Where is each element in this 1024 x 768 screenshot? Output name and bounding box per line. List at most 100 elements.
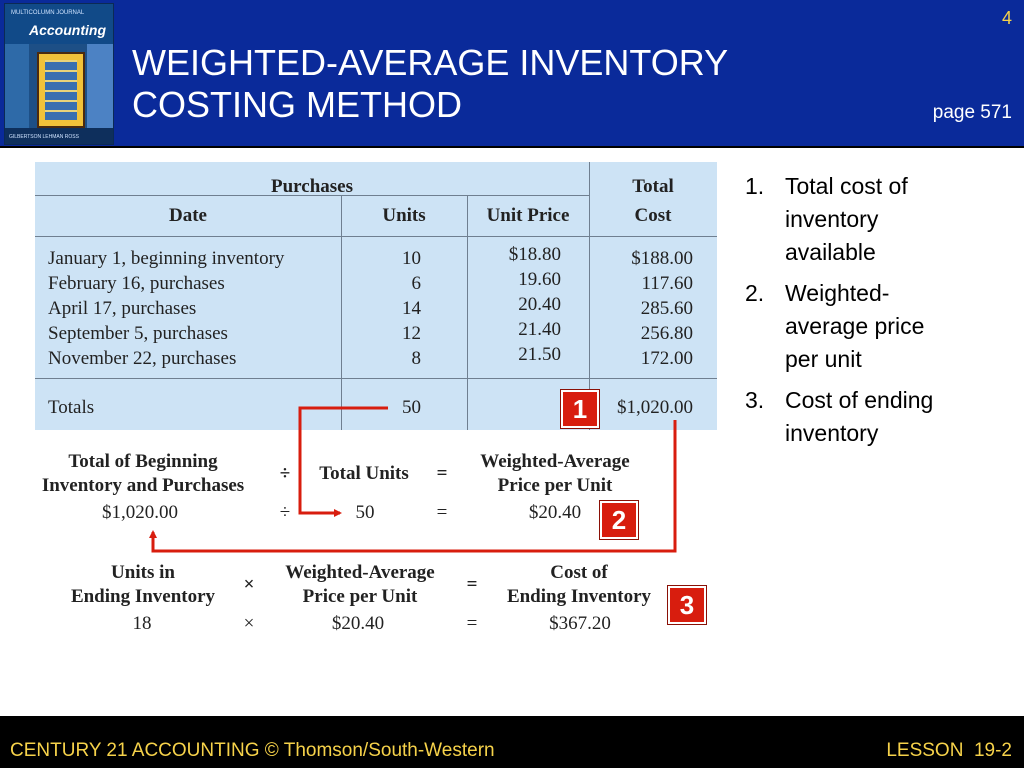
table-cell-units: 6 (411, 273, 422, 294)
unit-price-column: $18.80 19.60 20.40 21.40 21.50 (467, 242, 561, 367)
date-column-header: Date (169, 205, 207, 226)
table-rule (35, 378, 717, 379)
list-item-text-line: Weighted- (785, 280, 890, 306)
total-cost-column: $188.00 117.60 285.60 256.80 172.00 (589, 246, 693, 371)
list-item-text-line: average price (785, 313, 925, 339)
page-reference: page 571 (932, 102, 1012, 123)
table-cell-units: 12 (402, 323, 421, 344)
table-cell-price: 21.40 (518, 319, 561, 340)
formula2-value-result: $367.20 (549, 613, 611, 634)
formula2-equals-sign: = (466, 574, 478, 595)
formula2-term1-line2: Ending Inventory (70, 586, 216, 607)
footer-copyright: CENTURY 21 ACCOUNTING © Thomson/South-We… (10, 740, 495, 761)
table-cell-total: 172.00 (640, 348, 693, 369)
list-item: 3. Cost of ending inventory (745, 384, 1005, 450)
callout-2-badge: 2 (600, 501, 638, 539)
footer-lesson: LESSON 19-2 (886, 740, 1012, 761)
list-item-text-line: Cost of ending (785, 387, 934, 413)
cover-brand-text: Accounting (29, 22, 106, 38)
formula1-value-result: $20.40 (528, 502, 582, 523)
cover-top-band (5, 4, 113, 44)
table-cell-date: September 5, purchases (48, 323, 228, 344)
formula1-term1-line1: Total of Beginning (68, 451, 218, 472)
table-rule (341, 195, 342, 430)
formula1-equals-sign: = (436, 463, 448, 484)
list-item-text-line: inventory (785, 420, 879, 446)
formula2-term1: Units in Ending Inventory (55, 561, 231, 609)
list-item-number: 2. (745, 280, 765, 306)
list-item-number: 3. (745, 387, 765, 413)
units-column: 10 6 14 12 8 (341, 246, 421, 371)
cover-series-text: MULTICOLUMN JOURNAL (11, 10, 85, 16)
table-cell-price: 19.60 (518, 269, 561, 290)
table-cell-date: April 17, purchases (48, 298, 197, 319)
list-item-text-line: inventory (785, 206, 879, 232)
list-item: 1. Total cost of inventory available (745, 170, 1005, 269)
list-item-number: 1. (745, 173, 765, 199)
textbook-cover-image: MULTICOLUMN JOURNAL Accounting GILBERTSO… (4, 3, 114, 145)
formula1-term2: Total Units (319, 463, 409, 484)
formula1-result-line2: Price per Unit (497, 475, 613, 496)
table-rule (589, 162, 590, 430)
slide-title-line2: COSTING METHOD (132, 84, 462, 125)
slide-title-line1: WEIGHTED-AVERAGE INVENTORY (132, 42, 729, 83)
cover-authors-text: GILBERTSON LEHMAN ROSS (9, 134, 79, 140)
formula1-value-divide-sign: ÷ (279, 502, 291, 523)
list-item-text-line: Total cost of (785, 173, 908, 199)
slide-number: 4 (1001, 8, 1012, 28)
formula2-multiply-sign: × (243, 574, 255, 595)
callout-1-badge: 1 (561, 390, 599, 428)
formula1-value2: 50 (355, 502, 375, 523)
table-cell-date: February 16, purchases (48, 273, 225, 294)
formula2-term1-line1: Units in (111, 562, 175, 583)
table-cell-price: 20.40 (518, 294, 561, 315)
formula1-result: Weighted-Average Price per Unit (465, 450, 645, 498)
cover-left-panel (5, 44, 29, 144)
cover-door-illustration (37, 52, 85, 128)
cover-door-pattern (45, 60, 77, 120)
table-cell-price: 21.50 (518, 344, 561, 365)
table-cell-price: $18.80 (508, 244, 561, 265)
slide-header: MULTICOLUMN JOURNAL Accounting GILBERTSO… (0, 0, 1024, 148)
list-item-text-line: available (785, 239, 876, 265)
steps-list: 1. Total cost of inventory available 2. … (745, 170, 1005, 458)
table-cell-units: 8 (411, 348, 422, 369)
formula2-term2: Weighted-Average Price per Unit (272, 561, 448, 609)
table-cell-units: 10 (402, 248, 421, 269)
slide-title: WEIGHTED-AVERAGE INVENTORY COSTING METHO… (132, 42, 728, 126)
unit-price-column-header: Unit Price (486, 205, 570, 226)
formula1-value1: $1,020.00 (102, 502, 178, 523)
list-item-text-line: per unit (785, 346, 862, 372)
total-cost-header-line1: Total (632, 176, 674, 197)
total-cost-header-line2: Cost (634, 205, 672, 226)
slide-footer: CENTURY 21 ACCOUNTING © Thomson/South-We… (0, 716, 1024, 768)
table-cell-total: $188.00 (631, 248, 693, 269)
formula1-value-equals-sign: = (436, 502, 448, 523)
totals-units: 50 (402, 397, 421, 418)
formula2-term2-line1: Weighted-Average (285, 562, 435, 583)
cover-bottom-band (5, 128, 113, 144)
formula2-value2: $20.40 (331, 613, 385, 634)
table-cell-total: 285.60 (640, 298, 693, 319)
formula2-result-line1: Cost of (550, 562, 608, 583)
formula1-term1-line2: Inventory and Purchases (41, 475, 245, 496)
table-rule (35, 195, 589, 196)
formula2-term2-line2: Price per Unit (302, 586, 418, 607)
purchases-header: Purchases (271, 176, 353, 197)
formula2-value1: 18 (132, 613, 152, 634)
table-cell-date: January 1, beginning inventory (48, 248, 285, 269)
totals-label: Totals (48, 397, 95, 418)
table-rule (467, 195, 468, 430)
table-rule (35, 236, 717, 237)
cover-right-panel (87, 44, 113, 144)
formula2-value-equals-sign: = (466, 613, 478, 634)
table-cell-total: 117.60 (641, 273, 693, 294)
list-item: 2. Weighted- average price per unit (745, 277, 1005, 376)
table-cell-units: 14 (402, 298, 421, 319)
formula2-value-multiply-sign: × (243, 613, 255, 634)
formula2-result-line2: Ending Inventory (506, 586, 652, 607)
units-column-header: Units (382, 205, 426, 226)
formula1-divide-sign: ÷ (279, 463, 291, 484)
formula1-term1: Total of Beginning Inventory and Purchas… (25, 450, 261, 498)
table-cell-total: 256.80 (640, 323, 693, 344)
